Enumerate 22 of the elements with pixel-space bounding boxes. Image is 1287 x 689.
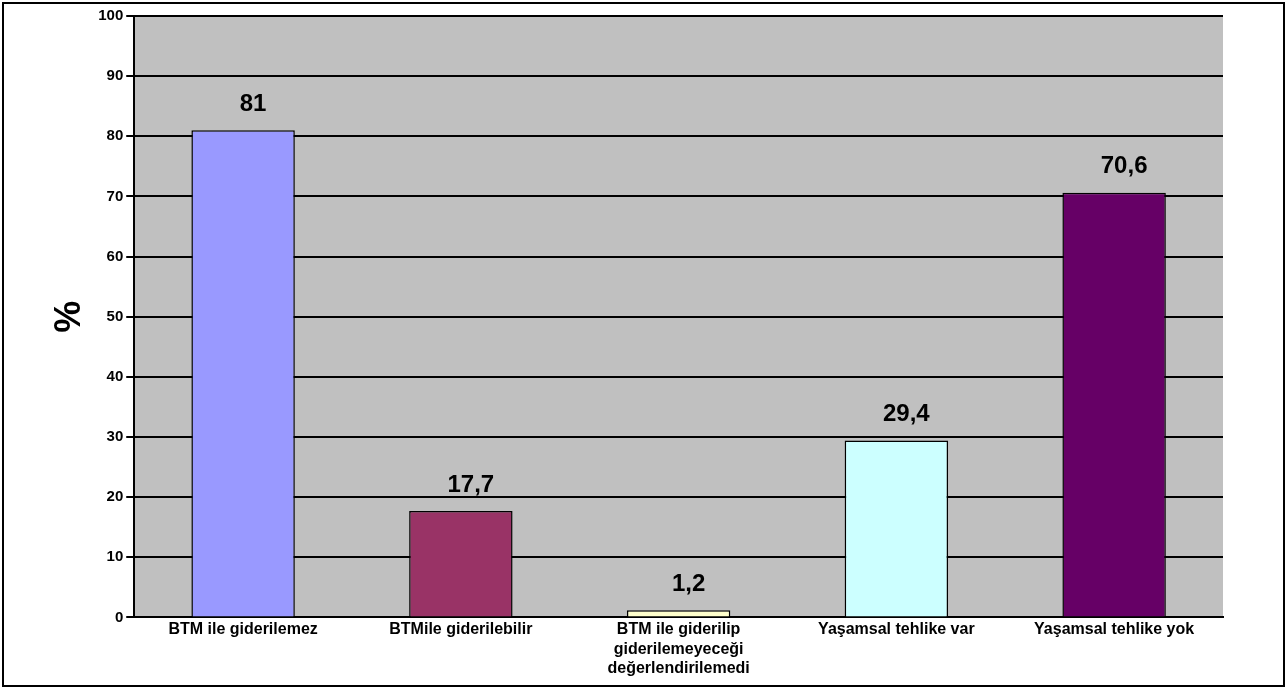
x-tick-label: BTM ile giderilip giderilemeyeceği değerlendirilemedi: [607, 620, 750, 676]
x-tick-label: BTMile giderilebilir: [389, 620, 533, 638]
y-tick-label: 30: [106, 427, 124, 445]
y-tick-label: 90: [106, 66, 124, 84]
y-axis-title: %: [46, 300, 88, 333]
y-tick-label: 10: [106, 547, 124, 565]
y-tick-label: 80: [106, 126, 124, 144]
data-label: 1,2: [671, 568, 706, 596]
y-tick-label: 60: [106, 246, 124, 264]
data-label: 29,4: [883, 399, 931, 427]
x-tick-label: BTM ile giderilemez: [168, 620, 318, 638]
y-tick-label: 50: [106, 306, 124, 324]
y-tick-label: 0: [114, 607, 124, 625]
y-tick-label: 100: [98, 6, 124, 24]
data-label: 70,6: [1100, 151, 1148, 179]
y-tick-label: 70: [106, 186, 124, 204]
y-tick-label: 40: [106, 366, 124, 384]
y-tick-label: 20: [106, 487, 124, 505]
data-label: 81: [239, 88, 267, 116]
data-label: 17,7: [447, 469, 495, 497]
x-tick-label: Yaşamsal tehlike yok: [1034, 620, 1195, 638]
x-tick-label: Yaşamsal tehlike var: [818, 620, 975, 638]
